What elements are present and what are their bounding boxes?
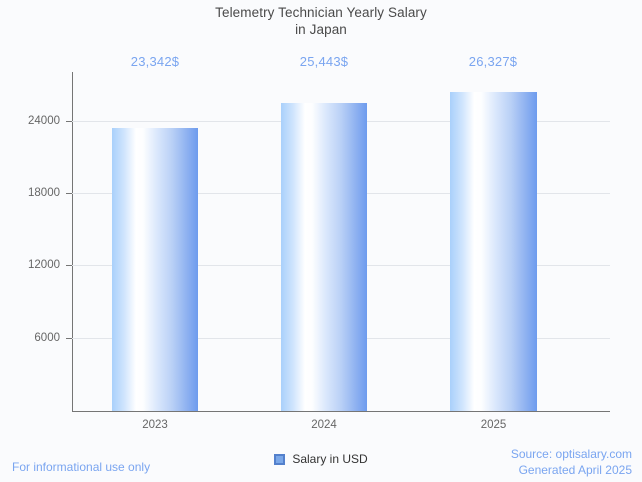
source-text: Source: optisalary.com <box>510 447 632 461</box>
x-tick-label-2025: 2025 <box>480 419 507 431</box>
square-marker-icon <box>274 453 286 465</box>
tick-mark-18000 <box>66 193 72 194</box>
y-tick-label-24000: 24000 <box>28 115 60 127</box>
tick-mark-6000 <box>66 338 72 339</box>
y-tick-label-12000: 12000 <box>28 259 60 271</box>
chart-title-line-2: in Japan <box>295 22 347 37</box>
bar-2023[interactable] <box>112 128 198 411</box>
source-block: Source: optisalary.com Generated April 2… <box>511 446 632 478</box>
data-label-2024: 25,443$ <box>299 54 349 69</box>
tick-mark-12000 <box>66 265 72 266</box>
generated-text: Generated April 2025 <box>518 463 632 477</box>
legend-item-label: Salary in USD <box>292 452 368 466</box>
disclaimer-text: For informational use only <box>12 460 151 474</box>
data-label-2023: 23,342$ <box>130 54 180 69</box>
data-label-2025: 26,327$ <box>468 54 518 69</box>
y-tick-label-6000: 6000 <box>34 332 60 344</box>
tick-mark-24000 <box>66 121 72 122</box>
plot-area: 6000 12000 18000 24000 <box>28 72 610 411</box>
bar-2024[interactable] <box>281 103 367 411</box>
chart-title-line-1: Telemetry Technician Yearly Salary <box>215 5 427 20</box>
bar-2025[interactable] <box>450 92 537 411</box>
chart-title: Telemetry Technician Yearly Salary in Ja… <box>0 4 642 38</box>
x-tick-label-2024: 2024 <box>311 419 337 431</box>
x-tick-label-2023: 2023 <box>142 419 168 431</box>
x-axis-line <box>72 411 610 412</box>
y-axis-line <box>72 72 73 412</box>
y-tick-label-18000: 18000 <box>28 187 60 199</box>
